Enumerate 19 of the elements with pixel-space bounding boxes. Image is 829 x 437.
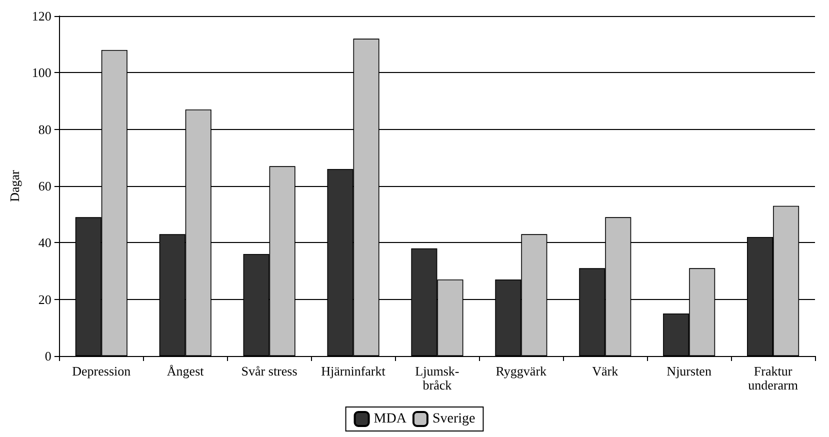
y-tick-label: 60 [38,178,52,194]
y-axis-title: Dagar [7,169,22,202]
y-tick-label: 0 [44,348,52,364]
x-tick-label: Fraktur underarm [748,364,798,392]
x-tick-label: Njursten [666,364,712,378]
y-tick-label: 120 [32,8,52,24]
x-tick-label: Ryggvärk [496,364,548,378]
x-tick-label: Depression [72,364,132,378]
y-tick-label: 80 [38,122,52,137]
x-tick-label: Värk [592,364,619,378]
x-tick-label: Hjärninfarkt [321,364,386,378]
legend-label: MDA [374,412,408,426]
y-tick-label: 100 [32,65,52,80]
x-tick-label: Ångest [166,364,204,378]
x-tick-label: Ljumsk- bråck [415,364,460,392]
legend-label: Sverige [432,412,476,426]
y-tick-label: 40 [38,235,52,250]
y-tick-label: 20 [38,292,52,307]
x-tick-label: Svår stress [241,364,298,378]
